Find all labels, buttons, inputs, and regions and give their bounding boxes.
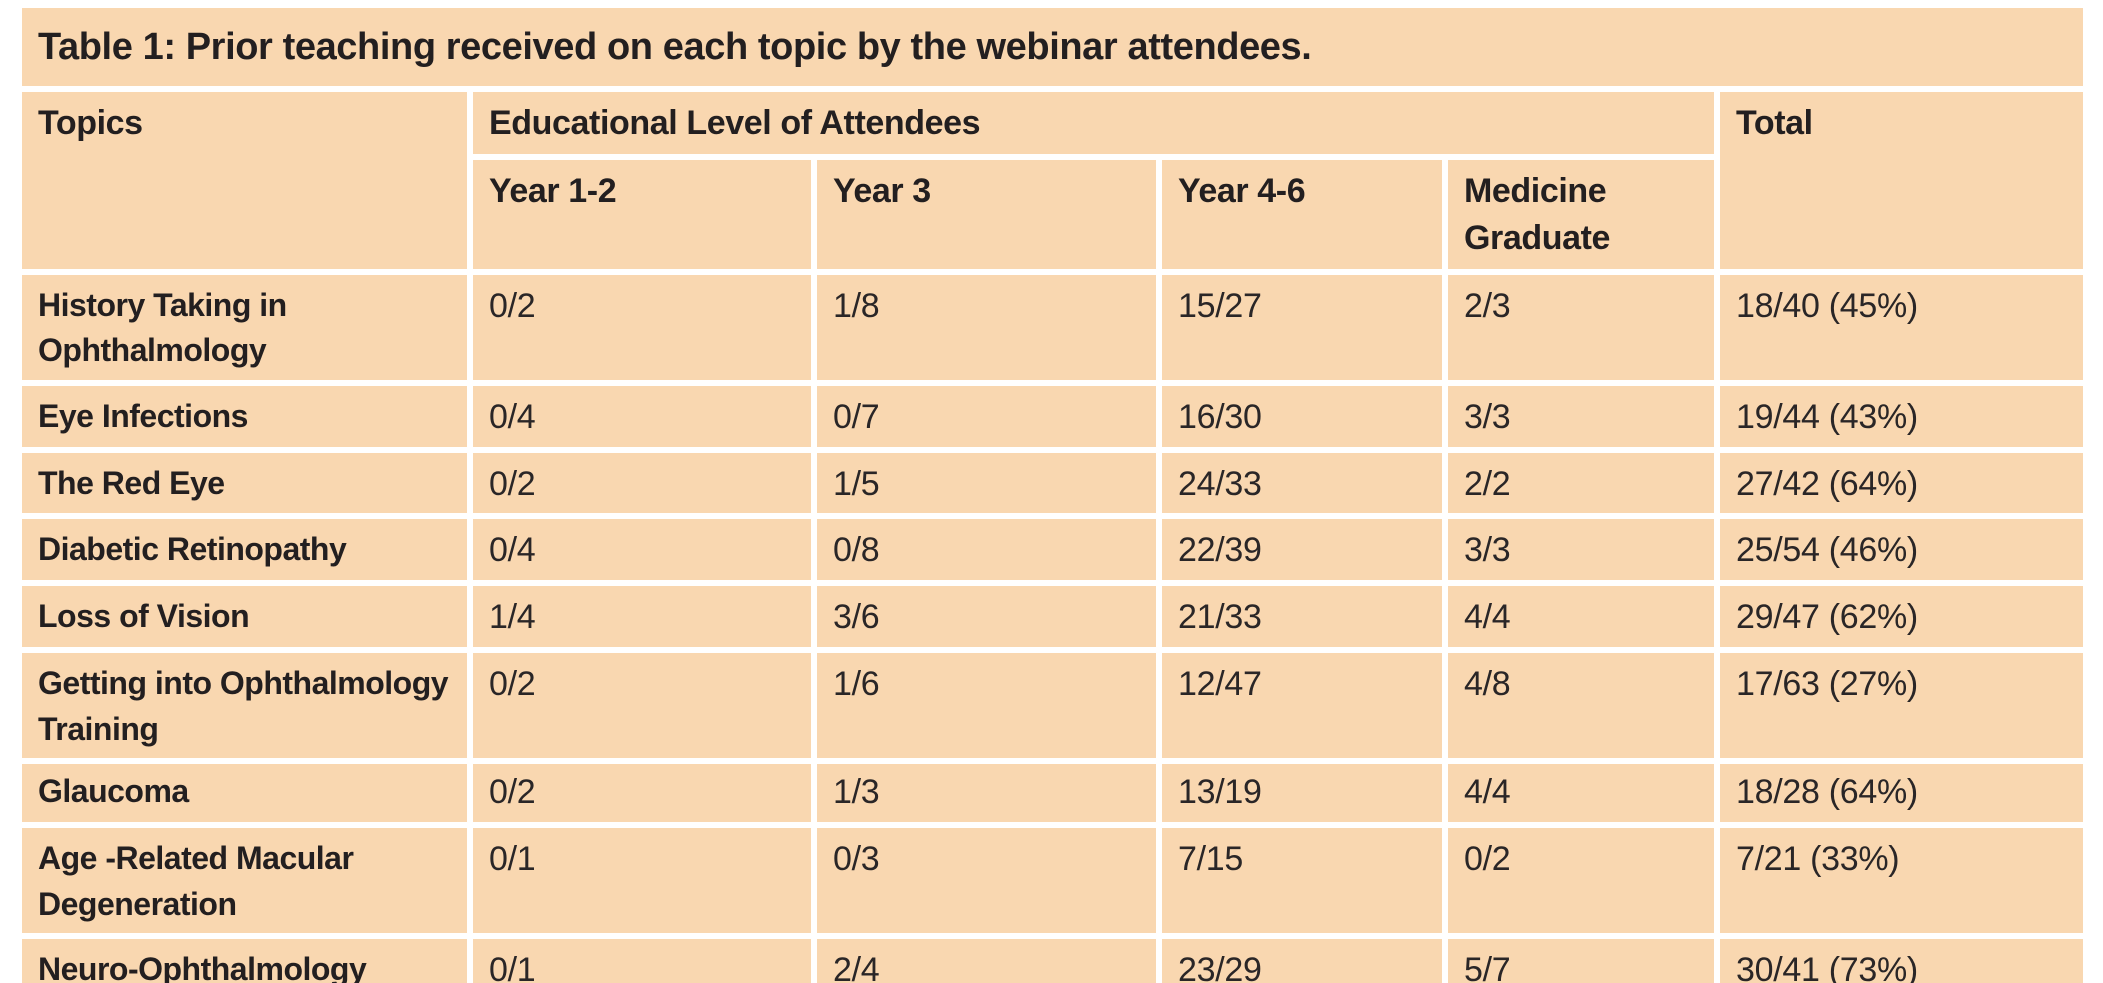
value-cell: 1/5 bbox=[817, 452, 1156, 514]
value-cell: 21/33 bbox=[1162, 586, 1442, 648]
topic-cell: History Taking in Ophthalmology bbox=[22, 274, 467, 380]
topic-cell: Neuro-Ophthalmology bbox=[22, 938, 467, 983]
value-cell: 23/29 bbox=[1162, 938, 1442, 983]
value-cell: 0/3 bbox=[817, 828, 1156, 933]
table-title-row: Table 1: Prior teaching received on each… bbox=[22, 8, 2084, 86]
prior-teaching-table: Table 1: Prior teaching received on each… bbox=[16, 2, 2089, 983]
value-cell: 1/6 bbox=[817, 653, 1156, 759]
value-cell: 3/6 bbox=[817, 586, 1156, 648]
total-cell: 18/28 (64%) bbox=[1720, 764, 2084, 823]
table-title: Table 1: Prior teaching received on each… bbox=[22, 8, 2084, 86]
topic-cell: Eye Infections bbox=[22, 385, 467, 447]
value-cell: 0/2 bbox=[473, 653, 811, 759]
value-cell: 24/33 bbox=[1162, 452, 1442, 514]
value-cell: 0/1 bbox=[473, 938, 811, 983]
value-cell: 2/3 bbox=[1448, 274, 1714, 380]
value-cell: 4/8 bbox=[1448, 653, 1714, 759]
value-cell: 5/7 bbox=[1448, 938, 1714, 983]
column-header-medicine-graduate: Medicine Graduate bbox=[1448, 159, 1714, 269]
value-cell: 0/7 bbox=[817, 385, 1156, 447]
total-cell: 29/47 (62%) bbox=[1720, 586, 2084, 648]
value-cell: 0/4 bbox=[473, 519, 811, 581]
value-cell: 2/4 bbox=[817, 938, 1156, 983]
column-header-year-4-6: Year 4-6 bbox=[1162, 159, 1442, 269]
total-cell: 27/42 (64%) bbox=[1720, 452, 2084, 514]
total-cell: 18/40 (45%) bbox=[1720, 274, 2084, 380]
table-row: Loss of Vision 1/4 3/6 21/33 4/4 29/47 (… bbox=[22, 586, 2084, 648]
total-cell: 7/21 (33%) bbox=[1720, 828, 2084, 933]
topic-cell: Age -Related Macular Degeneration bbox=[22, 828, 467, 933]
table-row: Age -Related Macular Degeneration 0/1 0/… bbox=[22, 828, 2084, 933]
value-cell: 1/4 bbox=[473, 586, 811, 648]
value-cell: 0/2 bbox=[473, 274, 811, 380]
header-row-levels: Year 1-2 Year 3 Year 4-6 Medicine Gradua… bbox=[22, 159, 2083, 269]
value-cell: 7/15 bbox=[1162, 828, 1442, 933]
value-cell: 4/4 bbox=[1448, 586, 1714, 648]
value-cell: 16/30 bbox=[1162, 385, 1442, 447]
column-header-total: Total bbox=[1720, 92, 2084, 269]
topic-cell: Loss of Vision bbox=[22, 586, 467, 648]
table-row: Neuro-Ophthalmology 0/1 2/4 23/29 5/7 30… bbox=[22, 938, 2084, 983]
value-cell: 1/3 bbox=[817, 764, 1156, 823]
value-cell: 3/3 bbox=[1448, 519, 1714, 581]
value-cell: 0/4 bbox=[473, 385, 811, 447]
value-cell: 0/8 bbox=[817, 519, 1156, 581]
total-cell: 30/41 (73%) bbox=[1720, 938, 2084, 983]
header-row-group: Topics Educational Level of Attendees To… bbox=[22, 92, 2084, 269]
topic-cell: Diabetic Retinopathy bbox=[22, 519, 467, 581]
topic-cell: The Red Eye bbox=[22, 452, 467, 514]
value-cell: 12/47 bbox=[1162, 653, 1442, 759]
table-row: The Red Eye 0/2 1/5 24/33 2/2 27/42 (64%… bbox=[22, 452, 2084, 514]
total-cell: 19/44 (43%) bbox=[1720, 385, 2084, 447]
value-cell: 3/3 bbox=[1448, 385, 1714, 447]
total-cell: 17/63 (27%) bbox=[1720, 653, 2084, 759]
topic-cell: Getting into Ophthalmology Training bbox=[22, 653, 467, 759]
total-cell: 25/54 (46%) bbox=[1720, 519, 2084, 581]
column-header-topics: Topics bbox=[22, 92, 467, 269]
column-header-year-3: Year 3 bbox=[817, 159, 1156, 269]
table-row: Glaucoma 0/2 1/3 13/19 4/4 18/28 (64%) bbox=[22, 764, 2084, 823]
value-cell: 1/8 bbox=[817, 274, 1156, 380]
topic-cell: Glaucoma bbox=[22, 764, 467, 823]
value-cell: 0/1 bbox=[473, 828, 811, 933]
value-cell: 0/2 bbox=[473, 764, 811, 823]
value-cell: 13/19 bbox=[1162, 764, 1442, 823]
table-row: History Taking in Ophthalmology 0/2 1/8 … bbox=[22, 274, 2084, 380]
value-cell: 0/2 bbox=[1448, 828, 1714, 933]
value-cell: 15/27 bbox=[1162, 274, 1442, 380]
value-cell: 4/4 bbox=[1448, 764, 1714, 823]
value-cell: 0/2 bbox=[473, 452, 811, 514]
value-cell: 22/39 bbox=[1162, 519, 1442, 581]
table-row: Diabetic Retinopathy 0/4 0/8 22/39 3/3 2… bbox=[22, 519, 2084, 581]
column-header-year-1-2: Year 1-2 bbox=[473, 159, 811, 269]
column-header-educational-level: Educational Level of Attendees bbox=[473, 92, 1714, 154]
table-row: Getting into Ophthalmology Training 0/2 … bbox=[22, 653, 2084, 759]
value-cell: 2/2 bbox=[1448, 452, 1714, 514]
table-row: Eye Infections 0/4 0/7 16/30 3/3 19/44 (… bbox=[22, 385, 2084, 447]
